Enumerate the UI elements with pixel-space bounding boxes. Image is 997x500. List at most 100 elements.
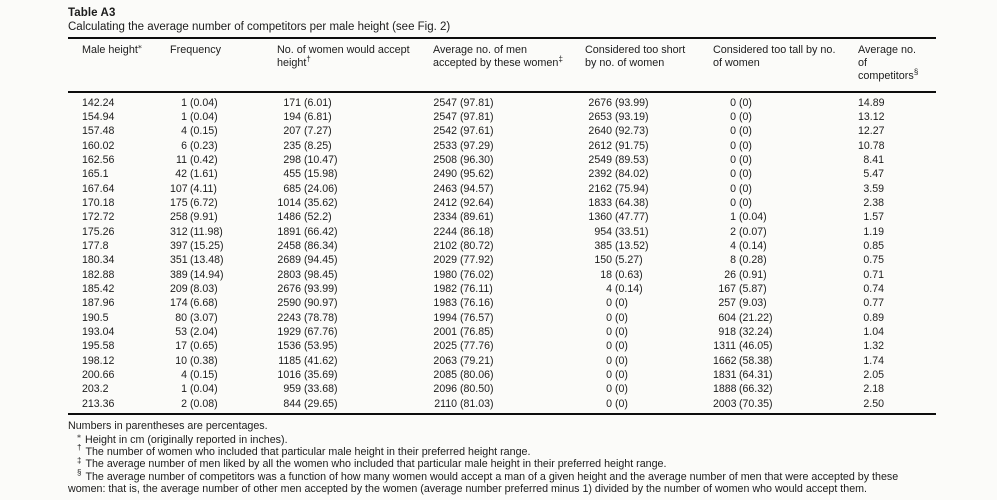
table-cell: 209 (8.03) [170,283,218,296]
table-cell: 2458 (86.34) [277,240,338,253]
table-cell: 257 (9.03) [718,297,767,310]
table-cell: 195.58 [82,340,115,353]
table-cell: 1.19 [863,225,884,238]
table-row: 193.04 53 (2.04) 1929 (67.76) 2001 (76.85) 0 (0)… [68,325,936,339]
table-cell: 1831 (64.31) [713,369,773,382]
table-cell: 142.24 [82,96,115,109]
table-cell: 1014 (35.62) [277,197,338,210]
table-cell: 1.74 [863,354,884,367]
data-table: Male height⁎ Frequency No. of women woul… [68,37,936,416]
table-cell: 177.8 [82,240,109,253]
table-cell: 1833 (64.38) [588,197,649,210]
table-cell: 167 (5.87) [718,283,767,296]
footnote-marker: ‡ [77,455,82,465]
footnote-marker: ‡ [558,54,563,64]
table-cell: 200.66 [82,369,115,382]
footnote: ⁎ Height in cm (originally reported in in… [68,431,900,446]
col-header-too-short: Considered too short by no. of women [571,38,699,93]
table-cell: 154.94 [82,110,115,123]
table-cell: 2463 (94.57) [433,182,494,195]
table-cell: 150 (5.27) [594,254,643,267]
table-cell: 160.02 [82,139,115,152]
table-cell: 2110 (81.03) [434,397,494,410]
table-cell: 8.41 [863,153,884,166]
table-cell: 954 (33.51) [594,225,649,238]
table-cell: 0.85 [863,240,884,253]
general-note: Numbers in parentheses are percentages. [68,420,268,433]
table-cell: 4 (0.14) [606,283,643,296]
table-cell: 959 (33.68) [283,383,338,396]
col-header-label: Male height [82,44,138,56]
table-cell: 0 (0) [606,397,628,410]
table-cell: 2689 (94.45) [277,254,338,267]
table-cell: 0 (0) [730,125,752,138]
footnote-marker: ⁎ [137,41,142,51]
col-header-label: Considered too tall by no. of women [713,44,836,70]
table-row: 213.36 2 (0.08) 844 (29.65) 2110 (81.03) 0 (0) 20… [68,397,936,414]
col-header-too-tall: Considered too tall by no. of women [699,38,844,93]
table-cell: 2.05 [863,369,884,382]
table-cell: 0.74 [863,283,884,296]
table-cell: 10.78 [858,139,885,152]
footnote-marker: § [77,468,82,478]
col-header-label: Frequency [170,44,222,56]
table-cell: 1 (0.04) [181,96,218,109]
table-cell: 2244 (86.18) [433,225,494,238]
footnote-text: The average number of competitors was a … [68,470,899,496]
table-cell: 1982 (76.11) [433,283,493,296]
table-row: 175.26 312 (11.98) 1891 (66.42) 2244 (86.18) 95… [68,225,936,239]
table-cell: 10 (0.38) [175,354,218,367]
table-cell: 0 (0) [730,182,752,195]
table-cell: 385 (13.52) [594,240,649,253]
table-cell: 2 (0.08) [181,397,218,410]
table-cell: 1185 (41.62) [278,354,338,367]
table-cell: 175.26 [82,225,115,238]
table-cell: 8 (0.28) [730,254,767,267]
table-cell: 213.36 [82,397,115,410]
table-cell: 2590 (90.97) [277,297,338,310]
table-header-row: Male height⁎ Frequency No. of women woul… [68,38,936,93]
table-cell: 12.27 [858,125,885,138]
table-cell: 14.89 [858,96,885,109]
table-cell: 171 (6.01) [283,96,332,109]
table-cell: 1486 (52.2) [277,211,332,224]
table-cell: 1.04 [863,326,884,339]
table-row: 198.12 10 (0.38) 1185 (41.62) 2063 (79.21) 0 (0)… [68,354,936,368]
table-cell: 157.48 [82,125,115,138]
footnote-marker: † [77,443,82,453]
col-header-label: Considered too short by no. of women [585,44,686,70]
table-cell: 4 (0.15) [181,125,218,138]
footnote-marker: ⁎ [77,431,81,441]
table-cell: 0 (0) [606,326,628,339]
table-cell: 1016 (35.69) [277,369,338,382]
table-cell: 165.1 [82,168,109,181]
table-cell: 2676 (93.99) [277,283,338,296]
table-cell: 107 (4.11) [170,182,217,195]
table-cell: 685 (24.06) [283,182,338,195]
footnote-text: The average number of men liked by all t… [85,458,667,471]
table-cell: 26 (0.91) [724,268,767,281]
table-cell: 2243 (78.78) [277,311,338,324]
table-cell: 2542 (97.61) [433,125,494,138]
col-header-label: No. of women would accept height [277,44,410,70]
table-cell: 2803 (98.45) [277,268,338,281]
table-cell: 1 (0.04) [181,383,218,396]
table-cell: 13.12 [858,110,885,123]
table-cell: 2533 (97.29) [433,139,494,152]
table-cell: 1536 (53.95) [277,340,338,353]
table-cell: 0 (0) [730,168,752,181]
table-row: 203.2 1 (0.04) 959 (33.68) 2096 (80.50) 0 (0) 188… [68,382,936,396]
table-cell: 0 (0) [606,297,628,310]
table-cell: 0 (0) [730,197,752,210]
table-row: 195.58 17 (0.65) 1536 (53.95) 2025 (77.76) 0 (0)… [68,339,936,353]
table-cell: 0 (0) [606,369,628,382]
table-cell: 2 (0.07) [730,225,767,238]
table-cell: 194 (6.81) [283,110,332,123]
table-cell: 6 (0.23) [181,139,218,152]
table-row: 200.66 4 (0.15) 1016 (35.69) 2085 (80.06) 0 (0) 1… [68,368,936,382]
table-row: 182.88 389 (14.94) 2803 (98.45) 1980 (76.02) 18… [68,268,936,282]
table-row: 160.02 6 (0.23) 235 (8.25) 2533 (97.29) 2612 (91… [68,139,936,153]
table-row: 154.94 1 (0.04) 194 (6.81) 2547 (97.81) 2653 (93… [68,110,936,124]
table-cell: 2653 (93.19) [588,110,649,123]
col-header-male-height: Male height⁎ [68,38,156,93]
